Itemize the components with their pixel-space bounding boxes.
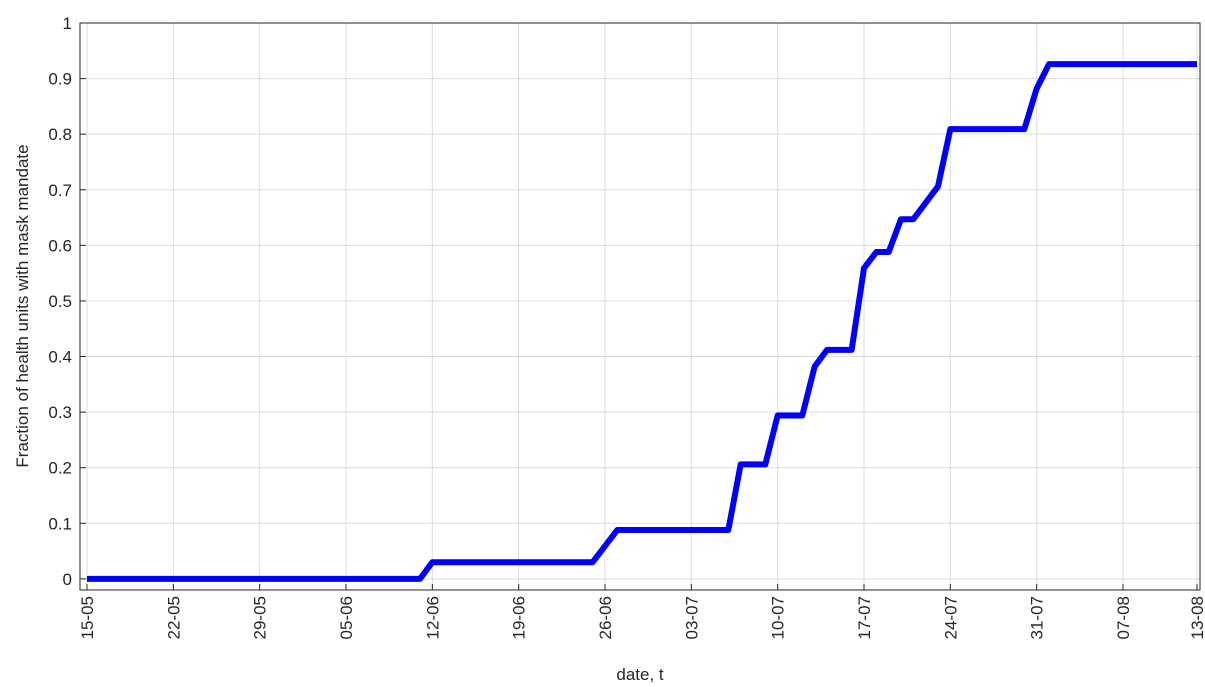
x-tick-label: 12-06 bbox=[423, 596, 442, 639]
y-tick-label: 0.2 bbox=[48, 459, 72, 478]
y-tick-label: 0.8 bbox=[48, 125, 72, 144]
x-tick-label: 26-06 bbox=[596, 596, 615, 639]
x-tick-label: 19-06 bbox=[510, 596, 529, 639]
x-axis-label: date, t bbox=[616, 665, 664, 684]
x-tick-label: 15-05 bbox=[78, 596, 97, 639]
y-tick-label: 0.1 bbox=[48, 514, 72, 533]
x-tick-label: 22-05 bbox=[164, 596, 183, 639]
y-tick-label: 0.3 bbox=[48, 403, 72, 422]
y-tick-label: 0.4 bbox=[48, 348, 72, 367]
x-tick-label: 05-06 bbox=[337, 596, 356, 639]
axes-box bbox=[79, 22, 1201, 591]
y-tick-label: 0.7 bbox=[48, 181, 72, 200]
y-tick-label: 0 bbox=[63, 570, 72, 589]
y-tick-label: 0.6 bbox=[48, 236, 72, 255]
x-tick-label: 13-08 bbox=[1188, 596, 1205, 639]
x-tick-label: 29-05 bbox=[251, 596, 270, 639]
x-tick-label: 17-07 bbox=[855, 596, 874, 639]
y-axis-label: Fraction of health units with mask manda… bbox=[13, 144, 32, 467]
x-tick-label: 07-08 bbox=[1114, 596, 1133, 639]
y-tick-label: 1 bbox=[63, 14, 72, 33]
x-tick-label: 24-07 bbox=[941, 596, 960, 639]
x-tick-label: 31-07 bbox=[1028, 596, 1047, 639]
x-tick-label: 10-07 bbox=[769, 596, 788, 639]
line bbox=[87, 61, 1197, 582]
x-tick-label: 03-07 bbox=[682, 596, 701, 639]
y-tick-label: 0.9 bbox=[48, 70, 72, 89]
y-tick-label: 0.5 bbox=[48, 292, 72, 311]
